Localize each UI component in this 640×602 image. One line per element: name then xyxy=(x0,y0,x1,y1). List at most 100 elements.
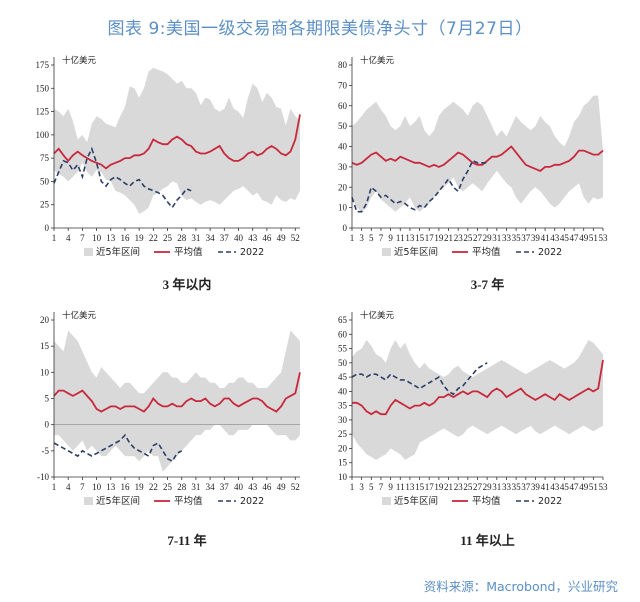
band-range-area xyxy=(352,340,603,460)
x-tick-label: 3 xyxy=(359,482,364,492)
x-tick-label: 43 xyxy=(248,233,258,243)
y-tick-label: 60 xyxy=(338,101,348,111)
y-tick-label: 60 xyxy=(338,329,348,339)
x-tick-label: 21 xyxy=(444,233,453,243)
x-tick-label: 46 xyxy=(262,233,272,243)
x-tick-label: 27 xyxy=(473,233,483,243)
x-tick-label: 35 xyxy=(512,482,522,492)
x-tick-label: 13 xyxy=(405,482,415,492)
x-tick-label: 40 xyxy=(234,482,244,492)
y-tick-label: 150 xyxy=(36,83,50,93)
unit-label: 十亿美元 xyxy=(62,55,97,66)
y-tick-label: 20 xyxy=(338,443,348,453)
y-tick-label: 25 xyxy=(40,200,50,210)
y-tick-label: 10 xyxy=(40,367,50,377)
x-tick-label: 3 xyxy=(359,233,364,243)
x-tick-label: 43 xyxy=(248,482,258,492)
y-tick-label: 45 xyxy=(338,372,348,382)
legend-swatch-band xyxy=(382,497,391,505)
x-tick-label: 19 xyxy=(434,482,444,492)
x-tick-label: 16 xyxy=(120,482,130,492)
y-tick-label: 20 xyxy=(40,315,50,325)
y-tick-label: 50 xyxy=(40,176,50,186)
x-tick-label: 37 xyxy=(521,233,531,243)
x-tick-label: 51 xyxy=(589,233,598,243)
legend-swatch-band xyxy=(382,248,391,256)
x-tick-label: 7 xyxy=(379,482,384,492)
x-tick-label: 52 xyxy=(291,233,300,243)
legend-label-2022: 2022 xyxy=(240,496,264,507)
x-tick-label: 43 xyxy=(550,482,560,492)
chart-caption: 11 年以上 xyxy=(460,533,515,548)
band-range-area xyxy=(54,330,300,472)
x-tick-label: 31 xyxy=(492,482,501,492)
x-tick-label: 13 xyxy=(106,233,116,243)
x-tick-label: 23 xyxy=(454,482,464,492)
x-tick-label: 9 xyxy=(388,233,393,243)
band-range-area xyxy=(54,67,300,214)
chart-caption: 3 年以内 xyxy=(163,277,212,292)
x-tick-label: 11 xyxy=(396,482,405,492)
y-tick-label: 50 xyxy=(338,358,348,368)
y-tick-label: 80 xyxy=(338,60,348,70)
x-tick-label: 15 xyxy=(415,482,425,492)
chart-panel-0: 0 25 50 75 100 125 150 175 1 4 7 10 13 16 19 22 25 28 31 34… xyxy=(36,55,301,292)
x-tick-label: 25 xyxy=(163,482,173,492)
x-tick-label: 25 xyxy=(463,482,473,492)
x-tick-label: 25 xyxy=(163,233,173,243)
x-tick-label: 40 xyxy=(234,233,244,243)
band-range-area xyxy=(352,95,603,212)
x-tick-label: 28 xyxy=(177,233,187,243)
y-tick-label: 20 xyxy=(338,182,348,192)
series-2022-line xyxy=(351,159,488,213)
page-title: 图表 9:美国一级交易商各期限美债净头寸（7月27日） xyxy=(107,19,533,39)
x-tick-label: 1 xyxy=(350,233,355,243)
x-tick-label: 39 xyxy=(531,233,541,243)
x-tick-label: 19 xyxy=(434,233,444,243)
y-tick-label: 5 xyxy=(45,394,50,404)
chart-caption: 7-11 年 xyxy=(167,533,206,548)
x-tick-label: 17 xyxy=(425,233,435,243)
y-tick-label: 175 xyxy=(36,60,50,70)
y-tick-label: 30 xyxy=(338,415,348,425)
x-tick-label: 22 xyxy=(149,482,158,492)
x-tick-label: 34 xyxy=(206,233,216,243)
y-tick-label: 100 xyxy=(36,130,50,140)
unit-label: 十亿美元 xyxy=(62,310,97,321)
x-tick-label: 46 xyxy=(262,482,272,492)
chart-caption: 3-7 年 xyxy=(471,277,505,292)
x-tick-label: 53 xyxy=(599,482,609,492)
y-tick-label: 30 xyxy=(338,162,348,172)
x-tick-label: 45 xyxy=(560,482,570,492)
legend-label-avg: 平均值 xyxy=(472,246,501,258)
x-tick-label: 10 xyxy=(92,233,102,243)
x-tick-label: 27 xyxy=(473,482,483,492)
x-tick-label: 33 xyxy=(502,482,512,492)
x-tick-label: 33 xyxy=(502,233,512,243)
x-tick-label: 41 xyxy=(541,233,550,243)
x-tick-label: 45 xyxy=(560,233,570,243)
y-tick-label: 55 xyxy=(338,344,348,354)
x-tick-label: 49 xyxy=(277,482,287,492)
x-tick-label: 7 xyxy=(80,482,85,492)
legend-label-band: 近5年区间 xyxy=(96,495,140,507)
unit-label: 十亿美元 xyxy=(360,310,395,321)
y-tick-label: 65 xyxy=(338,315,348,325)
y-tick-label: 15 xyxy=(338,458,348,468)
x-tick-label: 37 xyxy=(521,482,531,492)
x-tick-label: 29 xyxy=(483,233,493,243)
x-tick-label: 13 xyxy=(405,233,415,243)
y-tick-label: 50 xyxy=(338,121,348,131)
series-2022-line xyxy=(53,433,183,463)
x-tick-label: 51 xyxy=(589,482,598,492)
x-tick-label: 9 xyxy=(388,482,393,492)
x-tick-label: 47 xyxy=(570,482,580,492)
y-tick-label: 0 xyxy=(45,223,50,233)
y-tick-label: -10 xyxy=(37,472,49,482)
x-tick-label: 31 xyxy=(492,233,501,243)
series-avg-line xyxy=(53,114,301,170)
x-tick-label: 1 xyxy=(52,233,57,243)
x-tick-label: 4 xyxy=(66,233,71,243)
x-tick-label: 52 xyxy=(291,482,300,492)
